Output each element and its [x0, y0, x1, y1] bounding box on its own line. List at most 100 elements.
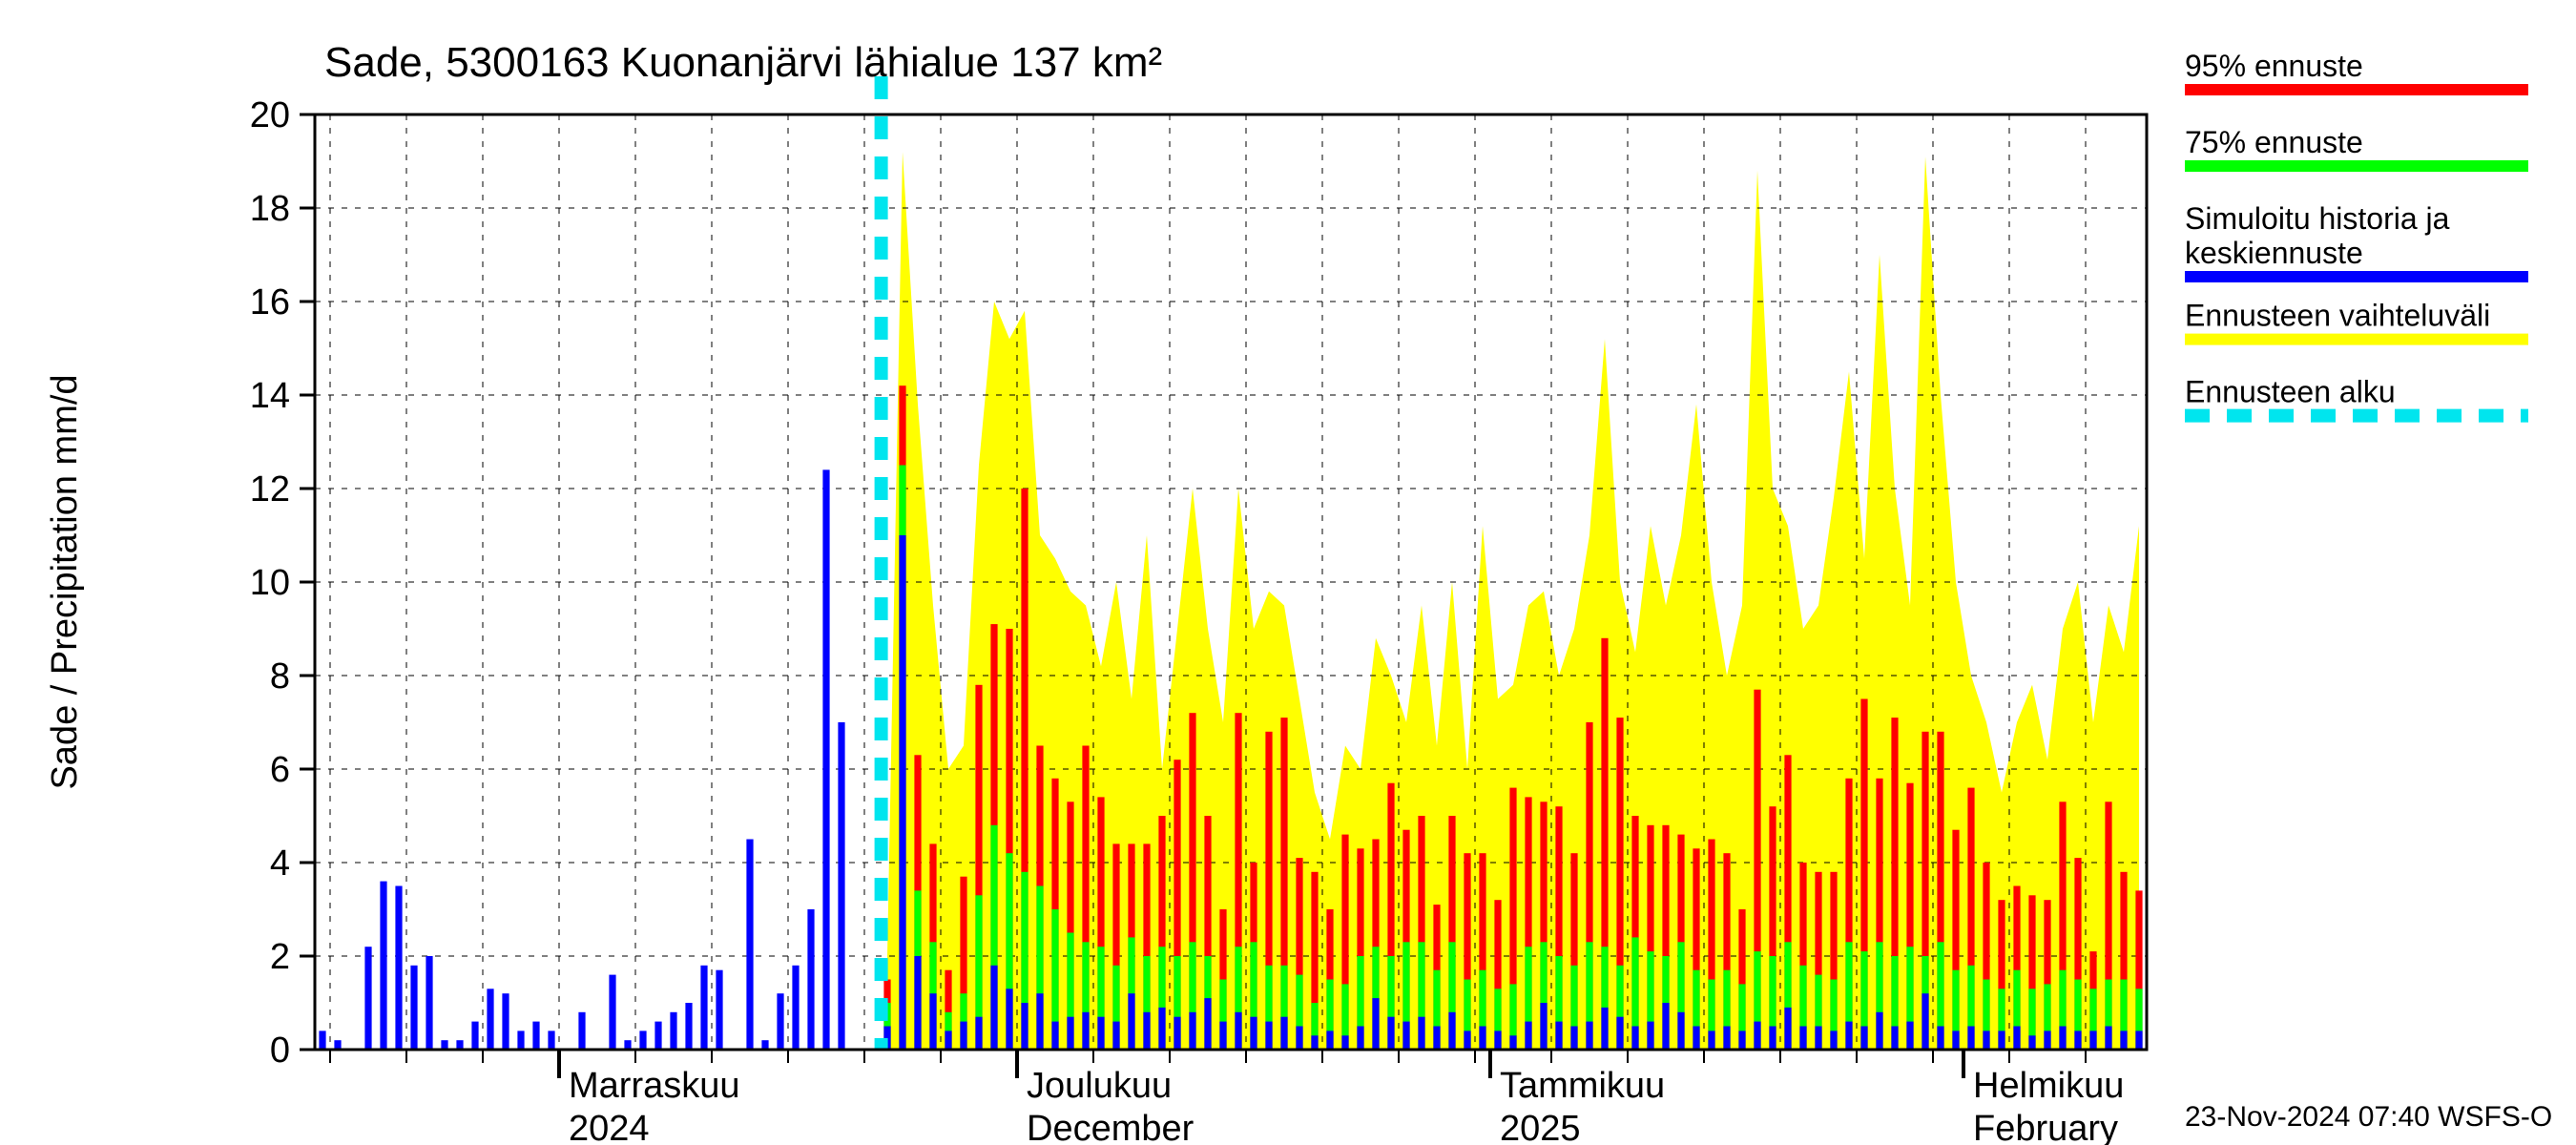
y-tick-label: 8: [270, 656, 290, 697]
bar-sim: [822, 469, 829, 1050]
bar-sim: [1158, 1008, 1165, 1050]
y-tick-label: 0: [270, 1030, 290, 1071]
bar-sim: [1387, 1017, 1394, 1050]
x-month-label-bot: 2024: [569, 1109, 650, 1145]
bar-sim: [1677, 1012, 1684, 1050]
bar-sim: [1174, 1017, 1180, 1050]
bar-sim: [1021, 1003, 1028, 1050]
bar-sim: [319, 1030, 325, 1050]
bar-sim: [1983, 1030, 1989, 1050]
bar-sim: [1494, 1030, 1501, 1050]
y-tick-label: 10: [250, 563, 290, 603]
bar-sim: [1830, 1030, 1837, 1050]
bar-sim: [1601, 1008, 1608, 1050]
bar-sim: [960, 1022, 966, 1050]
bar-sim: [578, 1012, 585, 1050]
bar-sim: [1693, 1027, 1699, 1051]
legend-label: 75% ennuste: [2185, 125, 2363, 159]
bar-sim: [2105, 1027, 2111, 1051]
bar-sim: [792, 966, 799, 1050]
bar-sim: [1189, 1012, 1195, 1050]
bar-sim: [2028, 1035, 2035, 1050]
bar-sim: [1937, 1027, 1943, 1051]
bar-sim: [1479, 1027, 1485, 1051]
bar-sim: [1998, 1030, 2005, 1050]
bar-sim: [1464, 1030, 1470, 1050]
precipitation-forecast-chart: 02468101214161820Marraskuu2024JoulukuuDe…: [0, 0, 2576, 1145]
bar-sim: [1357, 1027, 1363, 1051]
legend-swatch: [2185, 84, 2528, 95]
bar-sim: [1112, 1022, 1119, 1050]
bar-sim: [1006, 989, 1012, 1050]
bar-sim: [517, 1030, 524, 1050]
bar-sim: [2059, 1027, 2066, 1051]
bar-sim: [685, 1003, 692, 1050]
y-axis-label: Sade / Precipitation mm/d: [45, 374, 85, 789]
bar-sim: [807, 909, 814, 1050]
bar-sim: [1128, 993, 1134, 1050]
bar-sim: [1265, 1022, 1272, 1050]
bar-sim: [716, 970, 722, 1050]
bar-sim: [395, 886, 402, 1051]
bar-sim: [1662, 1003, 1669, 1050]
bar-sim: [914, 956, 921, 1050]
bar-sim: [487, 989, 493, 1050]
bar-sim: [654, 1022, 661, 1050]
bar-sim: [1296, 1027, 1302, 1051]
bar-sim: [2135, 1030, 2142, 1050]
bar-sim: [1922, 993, 1928, 1050]
legend-label: Ennusteen vaihteluväli: [2185, 299, 2490, 333]
bar-sim: [929, 993, 936, 1050]
bar-sim: [899, 535, 905, 1050]
bar-sim: [1097, 1017, 1104, 1050]
bar-sim: [1235, 1012, 1241, 1050]
bar-sim: [471, 1022, 478, 1050]
bar-sim: [990, 966, 997, 1050]
bar-sim: [532, 1022, 539, 1050]
bar-sim: [1769, 1027, 1776, 1051]
bar-sim: [1799, 1027, 1806, 1051]
x-month-label-top: Tammikuu: [1500, 1066, 1665, 1106]
bar-sim: [1845, 1022, 1852, 1050]
bar-sim: [1326, 1030, 1333, 1050]
bar-sim: [1402, 1022, 1409, 1050]
bar-sim: [1341, 1035, 1348, 1050]
x-month-label-bot: 2025: [1500, 1109, 1581, 1145]
legend-swatch: [2185, 271, 2528, 282]
legend-swatch: [2185, 160, 2528, 172]
bar-sim: [1738, 1030, 1745, 1050]
bar-sim: [1250, 1017, 1257, 1050]
bar-sim: [502, 993, 509, 1050]
bar-sim: [1876, 1012, 1882, 1050]
bar-sim: [1143, 1012, 1150, 1050]
bar-sim: [1647, 1022, 1653, 1050]
y-tick-label: 4: [270, 843, 290, 884]
y-tick-label: 16: [250, 282, 290, 323]
bar-sim: [1051, 1022, 1058, 1050]
bar-sim: [777, 993, 783, 1050]
bar-sim: [1631, 1027, 1638, 1051]
bar-sim: [1723, 1027, 1730, 1051]
bar-sim: [1280, 1017, 1287, 1050]
bar-sim: [1372, 998, 1379, 1050]
chart-title: Sade, 5300163 Kuonanjärvi lähialue 137 k…: [324, 39, 1162, 86]
bar-sim: [2013, 1027, 2020, 1051]
bar-sim: [1418, 1017, 1424, 1050]
bar-sim: [1525, 1022, 1531, 1050]
bar-sim: [945, 1030, 951, 1050]
bar-sim: [410, 966, 417, 1050]
bar-sim: [1586, 1022, 1592, 1050]
y-tick-label: 6: [270, 750, 290, 790]
bar-sim: [670, 1012, 676, 1050]
bar-sim: [746, 840, 753, 1051]
x-month-label-bot: December: [1027, 1109, 1195, 1145]
bar-sim: [1204, 998, 1211, 1050]
bar-sim: [1860, 1027, 1867, 1051]
bar-sim: [1815, 1027, 1821, 1051]
bar-sim: [1540, 1003, 1547, 1050]
bar-sim: [1036, 993, 1043, 1050]
bar-sim: [975, 1017, 982, 1050]
bar-sim: [838, 722, 844, 1050]
bar-sim: [1906, 1022, 1913, 1050]
bar-sim: [1555, 1022, 1562, 1050]
